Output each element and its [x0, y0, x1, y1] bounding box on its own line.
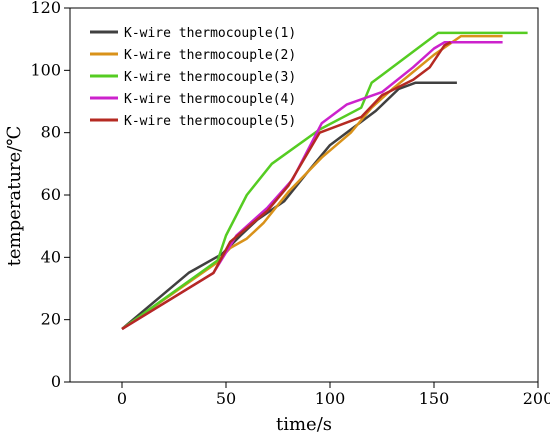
y-tick-label-100: 100 — [30, 60, 61, 79]
legend: K-wire thermocouple(1) K-wire thermocoupl… — [90, 26, 296, 129]
y-tick-label-80: 80 — [41, 123, 61, 142]
x-tick-label-50: 50 — [216, 389, 236, 408]
y-tick-label-40: 40 — [41, 247, 61, 266]
series-line-1 — [121, 81, 457, 330]
legend-label-1: K-wire thermocouple(1) — [124, 26, 296, 41]
y-tick-label-120: 120 — [30, 0, 61, 17]
legend-label-3: K-wire thermocouple(3) — [124, 70, 296, 85]
plot-background — [70, 8, 538, 382]
legend-label-2: K-wire thermocouple(2) — [124, 48, 296, 63]
series-line-4 — [121, 41, 503, 331]
series-line-5 — [121, 41, 452, 331]
y-tick-label-20: 20 — [41, 310, 61, 329]
y-tick-label-60: 60 — [41, 185, 61, 204]
ticks-layer: 0 50 100 150 200 0 20 40 60 80 100 120 — [30, 0, 550, 408]
series-layer — [121, 31, 528, 331]
y-axis-title: temperature/℃ — [4, 126, 25, 267]
legend-label-5: K-wire thermocouple(5) — [124, 114, 296, 129]
x-tick-label-100: 100 — [315, 389, 346, 408]
y-tick-label-0: 0 — [51, 372, 61, 391]
x-tick-label-200: 200 — [523, 389, 550, 408]
x-axis-title: time/s — [276, 414, 332, 435]
x-tick-label-0: 0 — [117, 389, 127, 408]
x-tick-label-150: 150 — [419, 389, 450, 408]
legend-label-4: K-wire thermocouple(4) — [124, 92, 296, 107]
